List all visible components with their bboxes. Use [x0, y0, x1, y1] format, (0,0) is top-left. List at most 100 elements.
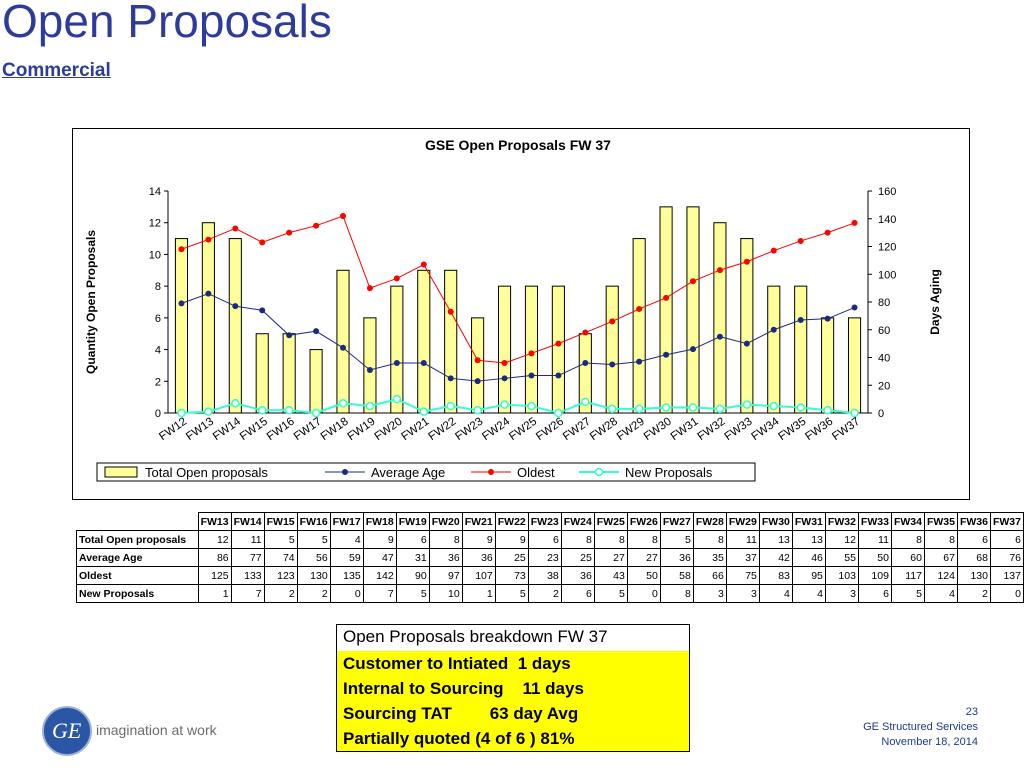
table-cell: 2: [527, 584, 562, 603]
table-column-header: FW13: [197, 512, 232, 531]
x-tick-label: FW23: [453, 416, 485, 443]
point-average-age: [501, 375, 508, 382]
table-cell: 117: [890, 566, 925, 585]
tagline: imagination at work: [96, 722, 217, 738]
bar-total-open: [659, 206, 673, 414]
table-cell: 1: [461, 584, 496, 603]
point-new-proposals: [338, 399, 348, 408]
footer: 23 GE Structured Services November 18, 2…: [863, 705, 978, 750]
table-cell: 5: [494, 584, 529, 603]
bar-total-open: [740, 238, 754, 414]
table-cell: 58: [659, 566, 694, 585]
x-tick-label: FW15: [238, 416, 270, 443]
table-cell: 35: [692, 548, 727, 567]
table-cell: 50: [626, 566, 661, 585]
table-cell: 5: [593, 584, 628, 603]
x-tick-label: FW26: [534, 416, 566, 443]
table-cell: 0: [329, 584, 364, 603]
point-average-age: [420, 360, 427, 367]
table-cell: 8: [626, 530, 661, 549]
x-tick-label: FW13: [184, 416, 216, 443]
point-new-proposals: [688, 403, 698, 412]
point-oldest: [528, 350, 535, 357]
table-cell: 50: [857, 548, 892, 567]
table-cell: 11: [230, 530, 265, 549]
table-column-header: FW36: [956, 512, 991, 531]
table-cell: 36: [428, 548, 463, 567]
x-tick-label: FW32: [696, 416, 728, 443]
point-average-age: [447, 375, 454, 382]
x-tick-label: FW12: [157, 416, 189, 443]
x-tick-label: FW37: [830, 416, 862, 443]
bar-total-open: [417, 269, 431, 414]
table-cell: 13: [758, 530, 793, 549]
point-oldest: [501, 360, 508, 367]
table-cell: 6: [395, 530, 430, 549]
x-tick-label: FW36: [803, 416, 835, 443]
bar-total-open: [767, 285, 781, 414]
point-new-proposals: [850, 408, 859, 418]
breakdown-line: Sourcing TAT 63 day Avg: [343, 704, 579, 723]
point-oldest: [340, 212, 346, 219]
bar-total-open: [444, 269, 458, 414]
slide-subtitle: Commercial: [2, 60, 111, 81]
point-new-proposals: [311, 408, 321, 418]
point-new-proposals: [823, 405, 832, 415]
point-oldest: [393, 275, 400, 282]
breakdown-header: Open Proposals breakdown FW 37: [337, 625, 689, 651]
bar-total-open: [524, 285, 539, 414]
table-cell: 8: [560, 530, 595, 549]
left-tick-label: 6: [155, 313, 161, 325]
table-column-header: FW23: [527, 512, 562, 531]
left-tick-label: 0: [155, 408, 161, 420]
table-row-label: Average Age: [76, 548, 199, 567]
company-name: GE Structured Services: [863, 721, 978, 733]
point-oldest: [609, 318, 616, 325]
breakdown-line: Customer to Intiated 1 days: [343, 654, 571, 673]
bar-total-open: [847, 317, 862, 414]
point-oldest: [690, 278, 696, 285]
bar-total-open: [471, 317, 485, 414]
bar-total-open: [551, 285, 565, 414]
point-average-age: [582, 360, 589, 367]
table-cell: 109: [857, 566, 892, 585]
legend-label: Average Age: [371, 465, 445, 480]
point-new-proposals: [796, 403, 805, 412]
line-new-proposals: [181, 398, 855, 415]
table-cell: 36: [560, 566, 595, 585]
table-cell: 37: [725, 548, 760, 567]
point-average-age: [205, 290, 212, 297]
table-cell: 135: [329, 566, 364, 585]
table-cell: 90: [395, 566, 430, 585]
table-cell: 0: [626, 584, 661, 603]
table-cell: 2: [296, 584, 331, 603]
table-cell: 6: [989, 530, 1024, 549]
table-cell: 0: [989, 584, 1024, 603]
point-average-age: [340, 344, 346, 351]
point-average-age: [851, 304, 858, 311]
table-column-header: FW32: [824, 512, 859, 531]
point-oldest: [205, 236, 212, 243]
slide-date: November 18, 2014: [881, 736, 978, 748]
point-average-age: [770, 326, 777, 333]
table-cell: 67: [923, 548, 958, 567]
table-column-header: FW21: [461, 512, 496, 531]
table-cell: 36: [461, 548, 496, 567]
table-cell: 25: [494, 548, 529, 567]
table-column-header: FW24: [560, 512, 595, 531]
table-cell: 59: [329, 548, 364, 567]
x-tick-label: FW14: [211, 415, 244, 443]
table-cell: 31: [395, 548, 430, 567]
table-column-header: FW17: [329, 512, 364, 531]
table-cell: 8: [890, 530, 925, 549]
table-cell: 43: [593, 566, 628, 585]
point-oldest: [178, 246, 185, 253]
table-column-header: FW20: [428, 512, 463, 531]
chart-area: GSE Open Proposals FW 37 0 2 4 6 8 10 12 14 0 20 40…: [72, 128, 970, 500]
point-new-proposals: [715, 404, 725, 414]
point-average-age: [232, 303, 239, 310]
point-new-proposals: [473, 405, 482, 415]
table-cell: 9: [494, 530, 529, 549]
point-new-proposals: [742, 400, 752, 409]
point-new-proposals: [257, 405, 267, 415]
